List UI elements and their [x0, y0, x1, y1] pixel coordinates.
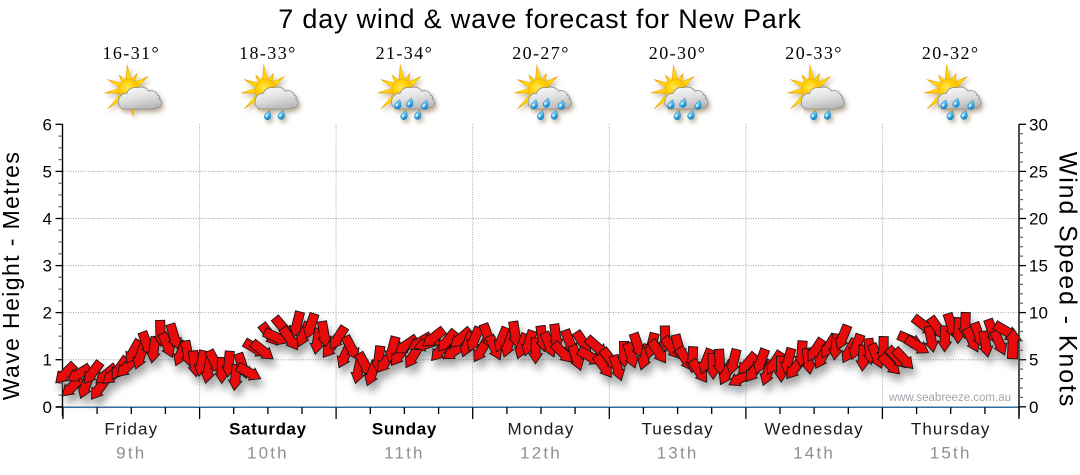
svg-text:5: 5: [43, 162, 52, 181]
svg-text:9th: 9th: [116, 444, 146, 463]
svg-text:7 day wind & wave forecast for: 7 day wind & wave forecast for New Park: [278, 4, 801, 34]
svg-text:11th: 11th: [384, 444, 425, 463]
svg-text:Thursday: Thursday: [911, 420, 991, 439]
svg-text:20-33°: 20-33°: [785, 43, 843, 63]
svg-text:10: 10: [1029, 304, 1048, 323]
svg-text:20-30°: 20-30°: [649, 43, 707, 63]
svg-text:Tuesday: Tuesday: [641, 420, 713, 439]
svg-text:14th: 14th: [793, 444, 835, 463]
svg-text:12th: 12th: [520, 444, 562, 463]
svg-text:30: 30: [1029, 115, 1048, 134]
svg-text:Wave Height - Metres: Wave Height - Metres: [0, 151, 24, 401]
svg-text:3: 3: [43, 257, 52, 276]
svg-text:Wind Speed - Knots: Wind Speed - Knots: [1054, 152, 1080, 409]
svg-text:20-32°: 20-32°: [922, 43, 980, 63]
svg-text:20: 20: [1029, 210, 1048, 229]
svg-text:Wednesday: Wednesday: [764, 420, 863, 439]
svg-text:13th: 13th: [657, 444, 699, 463]
svg-text:15: 15: [1029, 257, 1048, 276]
svg-text:10th: 10th: [247, 444, 289, 463]
svg-text:18-33°: 18-33°: [239, 43, 297, 63]
svg-text:5: 5: [1029, 351, 1038, 370]
svg-text:2: 2: [43, 304, 52, 323]
svg-text:www.seabreeze.com.au: www.seabreeze.com.au: [888, 392, 1011, 404]
svg-text:Friday: Friday: [104, 420, 158, 439]
svg-text:6: 6: [43, 115, 52, 134]
svg-text:Saturday: Saturday: [229, 420, 307, 439]
svg-text:15th: 15th: [930, 444, 972, 463]
svg-text:4: 4: [43, 210, 52, 229]
svg-text:1: 1: [43, 351, 52, 370]
svg-text:Sunday: Sunday: [372, 420, 437, 439]
svg-text:16-31°: 16-31°: [103, 43, 161, 63]
svg-text:Monday: Monday: [507, 420, 574, 439]
svg-text:20-27°: 20-27°: [512, 43, 570, 63]
svg-text:0: 0: [1029, 398, 1038, 417]
svg-text:0: 0: [43, 398, 52, 417]
svg-text:25: 25: [1029, 162, 1048, 181]
svg-text:21-34°: 21-34°: [376, 43, 434, 63]
